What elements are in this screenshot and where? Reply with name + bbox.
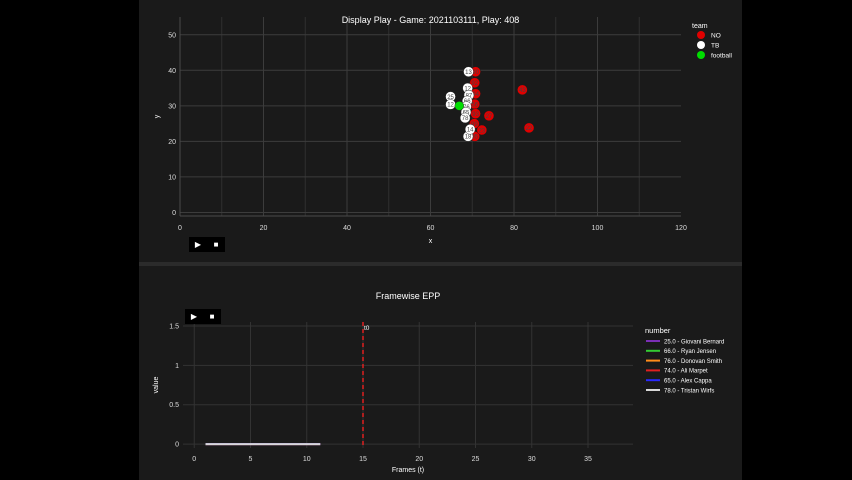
x-tick-label: 60 — [427, 225, 435, 232]
player-number-label: 43 — [519, 88, 526, 94]
player-number-label: 27 — [486, 114, 493, 120]
x-tick-label: 20 — [415, 456, 423, 463]
player-number-label: 95 — [471, 135, 478, 141]
panel-divider — [139, 262, 742, 266]
player-number-label: 22 — [526, 126, 533, 132]
y-tick-label: 0 — [175, 442, 179, 449]
x-tick-label: 0 — [192, 456, 196, 463]
play-button[interactable]: ▶ — [194, 240, 202, 249]
legend-entry: football — [711, 53, 733, 60]
player-number-label: 92 — [471, 81, 478, 87]
x-tick-label: 30 — [528, 456, 536, 463]
player-marker — [469, 77, 480, 88]
epp-animation-controls: ▶ ■ — [185, 309, 221, 324]
stop-button[interactable]: ■ — [209, 312, 215, 321]
epp-line-chart: 0 5 10 15 20 25 30 35 0 0.5 1 1.5 Framewise EPP Frame… — [153, 291, 724, 474]
x-axis-label: x — [429, 238, 433, 245]
legend-entry: 25.0 - Giovani Bernard — [664, 339, 724, 345]
x-tick-label: 15 — [359, 456, 367, 463]
legend-entry: 66.0 - Ryan Jensen — [664, 349, 716, 355]
player-number-label: 23 — [479, 128, 486, 134]
y-axis-label: value — [153, 377, 160, 394]
reference-line-label: t0 — [364, 325, 370, 332]
legend-marker — [697, 31, 705, 39]
legend-entry: 74.0 - Ali Marpet — [664, 369, 708, 375]
legend-entry: 65.0 - Alex Cappa — [664, 379, 712, 385]
player-marker — [476, 124, 488, 136]
y-tick-label: 30 — [168, 103, 176, 110]
chart-title: Display Play - Game: 2021103111, Play: 4… — [342, 15, 520, 25]
player-number-label: 56 — [471, 102, 478, 108]
player-number-label: 13 — [465, 70, 472, 76]
player-number-label: 14 — [467, 128, 474, 134]
player-number-label: 12 — [464, 86, 471, 92]
player-marker — [523, 122, 535, 134]
player-number-label: 18 — [465, 135, 472, 141]
player-marker — [517, 84, 528, 96]
player-marker — [483, 110, 495, 121]
legend-marker — [697, 51, 705, 59]
x-tick-label: 0 — [178, 225, 182, 232]
y-tick-label: 0.5 — [169, 402, 179, 409]
x-tick-label: 100 — [592, 225, 604, 232]
legend-entry: TB — [711, 43, 719, 50]
y-tick-label: 10 — [168, 174, 176, 181]
x-axis-label: Frames (t) — [392, 467, 424, 474]
chart-title: Framewise EPP — [376, 291, 441, 301]
player-marker — [464, 124, 476, 135]
y-tick-label: 40 — [168, 68, 176, 75]
player-number-label: 78 — [462, 116, 469, 122]
y-tick-label: 1 — [175, 363, 179, 370]
play-chart-panel: 0 20 40 60 80 100 120 0 10 20 30 40 50 Display Play -… — [139, 0, 742, 262]
x-tick-label: 20 — [260, 225, 268, 232]
player-number-label: 93 — [472, 112, 479, 118]
x-tick-label: 10 — [303, 456, 311, 463]
x-tick-label: 80 — [510, 225, 518, 232]
play-scatter-chart: 0 20 40 60 80 100 120 0 10 20 30 40 50 Display Play -… — [154, 15, 733, 245]
player-marker — [463, 66, 474, 77]
y-tick-label: 20 — [168, 139, 176, 146]
player-number-label: 99 — [471, 122, 478, 128]
football-marker — [454, 101, 465, 111]
y-tick-label: 50 — [168, 32, 176, 39]
player-number-label: 90 — [472, 70, 479, 76]
y-tick-label: 0 — [172, 210, 176, 217]
player-number-label: 12 — [447, 103, 454, 109]
legend-title: team — [692, 23, 708, 30]
x-tick-label: 40 — [343, 225, 351, 232]
x-tick-label: 5 — [249, 456, 253, 463]
play-animation-controls: ▶ ■ — [189, 237, 225, 252]
x-tick-label: 120 — [675, 225, 687, 232]
legend-marker — [697, 41, 705, 49]
legend-entry: 78.0 - Tristan Wirfs — [664, 388, 714, 394]
player-marker — [459, 112, 471, 124]
play-button[interactable]: ▶ — [190, 312, 198, 321]
player-number-label: 25 — [447, 95, 454, 101]
epp-chart-panel: 0 5 10 15 20 25 30 35 0 0.5 1 1.5 Framewise EPP Frame… — [139, 266, 742, 480]
y-tick-label: 1.5 — [169, 323, 179, 330]
x-tick-label: 35 — [584, 456, 592, 463]
legend-title: number — [645, 326, 671, 335]
stop-button[interactable]: ■ — [213, 240, 219, 249]
legend-entry: 76.0 - Donovan Smith — [664, 359, 722, 365]
y-axis-label: y — [154, 114, 161, 118]
legend-entry: NO — [711, 33, 721, 40]
x-tick-label: 25 — [472, 456, 480, 463]
player-number-label: 94 — [472, 92, 479, 98]
